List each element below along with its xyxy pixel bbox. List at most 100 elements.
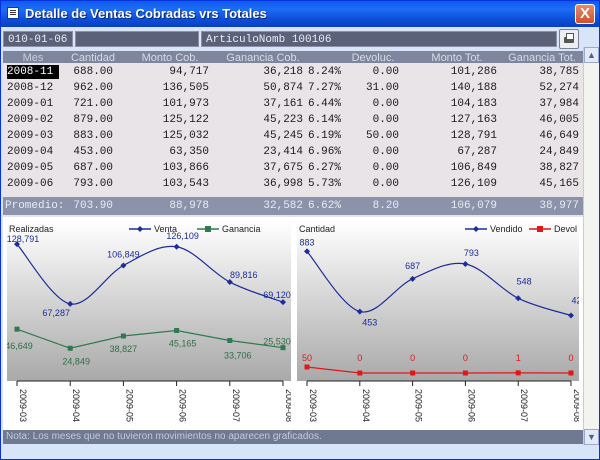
article-field[interactable]: ArticuloNomb 100106 <box>201 31 557 47</box>
cell-cantidad[interactable]: 687.00 <box>73 162 113 174</box>
header-ganancia-cob[interactable]: Ganancia Cob. <box>226 52 300 64</box>
cell-monto-tot[interactable]: 128,791 <box>450 130 497 142</box>
date-field[interactable]: 010-01-06 <box>3 31 73 47</box>
cell-cantidad[interactable]: 721.00 <box>73 98 113 110</box>
table-row[interactable]: 2009-06 793.00 103,543 36,998 5.73% 0.00 126,1… <box>3 177 583 191</box>
cell-ganancia-cob[interactable]: 36,998 <box>263 178 303 190</box>
cell-cantidad[interactable]: 883.00 <box>73 130 113 142</box>
cell-monto-cob[interactable]: 103,866 <box>162 162 209 174</box>
table-row[interactable]: 2008-12 962.00 136,505 50,874 7.27% 31.00 140,… <box>3 81 583 95</box>
filter-field[interactable] <box>75 31 199 47</box>
title-bar[interactable]: Detalle de Ventas Cobradas vrs Totales X <box>1 1 599 27</box>
cell-ganancia-tot[interactable]: 37,984 <box>539 98 579 110</box>
cell-devoluc[interactable]: 0.00 <box>372 114 399 126</box>
cell-cantidad[interactable]: 879.00 <box>73 114 113 126</box>
chart-title: Realizadas <box>9 224 54 234</box>
cell-monto-tot[interactable]: 67,287 <box>457 146 497 158</box>
cell-monto-cob[interactable]: 101,973 <box>162 98 209 110</box>
header-ganancia-tot[interactable]: Ganancia Tot. <box>508 52 576 64</box>
table-row[interactable]: 2008-11 688.00 94,717 36,218 8.24% 0.00 101,28… <box>3 65 583 79</box>
cell-mes[interactable]: 2009-06 <box>7 178 54 190</box>
header-monto-cob[interactable]: Monto Cob. <box>141 52 199 64</box>
cell-mes[interactable]: 2008-11 <box>7 65 59 79</box>
header-mes[interactable]: Mes <box>22 52 44 64</box>
cell-ganancia-cob[interactable]: 36,218 <box>263 66 303 78</box>
cell-ganancia-cob[interactable]: 50,874 <box>263 82 303 94</box>
average-ganancia-tot: 38,977 <box>539 200 579 212</box>
cell-devoluc[interactable]: 0.00 <box>372 162 399 174</box>
cell-ganancia-tot[interactable]: 52,274 <box>539 82 579 94</box>
cell-mes[interactable]: 2009-05 <box>7 162 54 174</box>
cell-pct[interactable]: 6.27% <box>307 162 341 174</box>
header-monto-tot[interactable]: Monto Tot. <box>431 52 483 64</box>
cell-pct[interactable]: 6.14% <box>307 114 341 126</box>
cell-devoluc[interactable]: 31.00 <box>365 82 399 94</box>
cell-pct[interactable]: 6.44% <box>307 98 341 110</box>
plot-background <box>297 221 579 381</box>
cell-cantidad[interactable]: 962.00 <box>73 82 113 94</box>
print-button[interactable] <box>559 29 579 49</box>
cell-ganancia-tot[interactable]: 45,165 <box>539 178 579 190</box>
table-row[interactable]: 2009-05 687.00 103,866 37,675 6.27% 0.00 106,8… <box>3 161 583 175</box>
cell-monto-cob[interactable]: 125,032 <box>162 130 209 142</box>
close-button[interactable]: X <box>575 4 595 24</box>
data-point <box>67 345 73 351</box>
cell-monto-tot[interactable]: 104,183 <box>450 98 497 110</box>
header-devoluc[interactable]: Devoluc. <box>351 52 395 64</box>
table-row[interactable]: 2009-04 453.00 63,350 23,414 6.96% 0.00 67,287… <box>3 145 583 159</box>
scroll-up-button[interactable]: ▲ <box>584 47 599 63</box>
cell-ganancia-tot[interactable]: 38,827 <box>539 162 579 174</box>
cell-ganancia-cob[interactable]: 45,223 <box>263 114 303 126</box>
cell-ganancia-tot[interactable]: 38,785 <box>539 66 579 78</box>
cell-monto-cob[interactable]: 125,122 <box>162 114 209 126</box>
cell-ganancia-cob[interactable]: 45,245 <box>263 130 303 142</box>
cell-devoluc[interactable]: 50.00 <box>365 130 399 142</box>
cell-ganancia-tot[interactable]: 24,849 <box>539 146 579 158</box>
data-point <box>67 300 74 307</box>
cell-mes[interactable]: 2009-01 <box>7 98 54 110</box>
cell-monto-tot[interactable]: 126,109 <box>450 178 497 190</box>
cell-mes[interactable]: 2009-04 <box>7 146 54 158</box>
cell-devoluc[interactable]: 0.00 <box>372 66 399 78</box>
legend-label: Devol <box>554 224 577 234</box>
cell-monto-cob[interactable]: 136,505 <box>162 82 209 94</box>
x-tick-label: 2009-04 <box>71 389 81 422</box>
data-label: 67,287 <box>42 308 70 318</box>
cell-ganancia-cob[interactable]: 37,161 <box>263 98 303 110</box>
header-cantidad[interactable]: Cantidad <box>70 52 116 64</box>
cell-devoluc[interactable]: 0.00 <box>372 98 399 110</box>
data-label: 687 <box>405 261 420 271</box>
cell-monto-cob[interactable]: 103,543 <box>162 178 209 190</box>
table-row[interactable]: 2009-03 883.00 125,032 45,245 6.19% 50.00 128,… <box>3 129 583 143</box>
cell-cantidad[interactable]: 793.00 <box>73 178 113 190</box>
cell-pct[interactable]: 6.96% <box>307 146 341 158</box>
table-row[interactable]: 2009-01 721.00 101,973 37,161 6.44% 0.00 104,1… <box>3 97 583 111</box>
cell-monto-cob[interactable]: 94,717 <box>169 66 209 78</box>
cell-monto-tot[interactable]: 106,849 <box>450 162 497 174</box>
cell-mes[interactable]: 2008-12 <box>7 82 54 94</box>
table-row[interactable]: 2009-02 879.00 125,122 45,223 6.14% 0.00 127,1… <box>3 113 583 127</box>
data-label: 50 <box>302 353 312 363</box>
cell-devoluc[interactable]: 0.00 <box>372 146 399 158</box>
cell-mes[interactable]: 2009-03 <box>7 130 54 142</box>
cell-monto-cob[interactable]: 63,350 <box>169 146 209 158</box>
cell-cantidad[interactable]: 688.00 <box>73 66 113 78</box>
cell-ganancia-tot[interactable]: 46,649 <box>539 130 579 142</box>
scroll-down-button[interactable]: ▼ <box>584 429 599 445</box>
cell-pct[interactable]: 8.24% <box>307 66 341 78</box>
cell-ganancia-tot[interactable]: 46,005 <box>539 114 579 126</box>
cell-ganancia-cob[interactable]: 37,675 <box>263 162 303 174</box>
cell-cantidad[interactable]: 453.00 <box>73 146 113 158</box>
cell-pct[interactable]: 6.19% <box>307 130 341 142</box>
vertical-scrollbar[interactable]: ▲ ▼ <box>583 47 599 445</box>
cell-pct[interactable]: 7.27% <box>307 82 341 94</box>
plot-background <box>7 221 291 381</box>
cell-pct[interactable]: 5.73% <box>307 178 341 190</box>
cell-monto-tot[interactable]: 140,188 <box>450 82 497 94</box>
cell-ganancia-cob[interactable]: 23,414 <box>263 146 303 158</box>
data-label: 45,165 <box>169 338 197 348</box>
cell-monto-tot[interactable]: 127,163 <box>450 114 497 126</box>
cell-monto-tot[interactable]: 101,286 <box>450 66 497 78</box>
cell-devoluc[interactable]: 0.00 <box>372 178 399 190</box>
cell-mes[interactable]: 2009-02 <box>7 114 54 126</box>
